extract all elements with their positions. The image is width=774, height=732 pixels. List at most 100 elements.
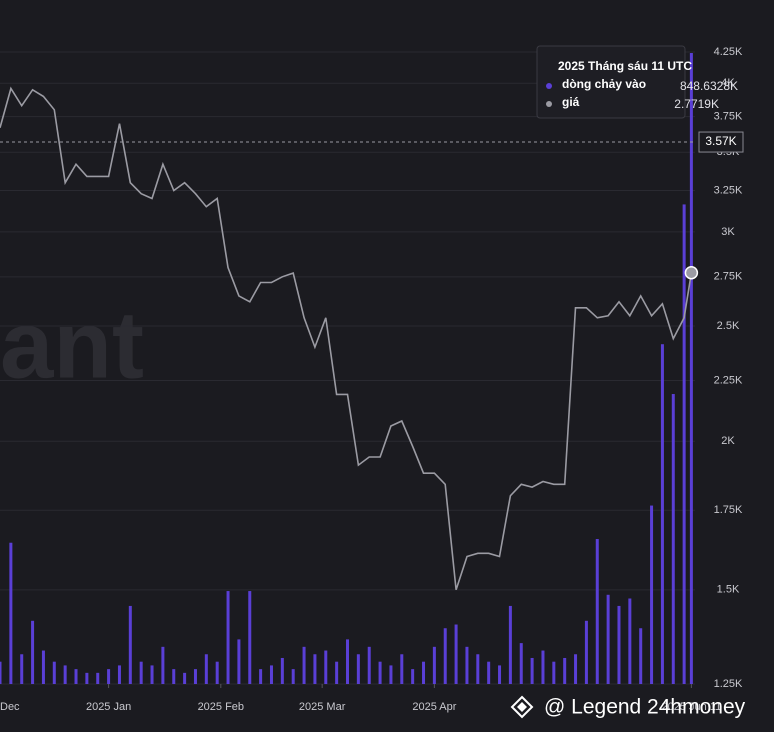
bar: [302, 646, 306, 684]
bar: [650, 505, 654, 684]
bar: [259, 669, 263, 684]
bar: [41, 650, 45, 684]
bar: [432, 646, 436, 684]
bar: [563, 657, 567, 684]
y-tick-label: 4K: [721, 77, 735, 89]
bar: [20, 654, 24, 684]
bar: [346, 639, 349, 684]
y-tick-label: 3K: [721, 226, 735, 238]
bar: [85, 672, 89, 684]
bar: [400, 654, 404, 684]
bar: [248, 591, 252, 684]
bar: [671, 394, 675, 684]
x-tick-label: 2025 Jun 11: [662, 701, 722, 713]
bar: [411, 669, 415, 684]
bar: [356, 654, 360, 684]
bar: [237, 639, 241, 684]
bar: [498, 665, 502, 684]
tooltip-name: giá: [562, 95, 580, 109]
bar: [31, 620, 35, 684]
bar: [280, 657, 284, 684]
bar: [291, 669, 295, 684]
bar: [150, 665, 154, 684]
y-tick-label: 1.25K: [714, 678, 743, 690]
bar: [389, 665, 393, 684]
bar: [204, 654, 208, 684]
tooltip-value: 2.7719K: [674, 97, 719, 111]
bar: [128, 605, 132, 684]
bar: [313, 654, 317, 684]
bar: [183, 672, 187, 684]
bar: [215, 661, 219, 684]
bar: [9, 542, 13, 684]
tooltip-title: 2025 Tháng sáu 11 UTC: [558, 59, 692, 73]
bar: [639, 628, 643, 684]
overlay: 2025 Tháng sáu 11 UTC dòng chảy vào 848.…: [510, 45, 746, 719]
watermark-text: @ Legend 24hmoney: [544, 696, 746, 719]
bar: [172, 669, 176, 684]
bar: [530, 657, 534, 684]
tooltip-dot: [546, 83, 552, 89]
bar: [96, 672, 100, 684]
y-tick-label: 2.25K: [714, 374, 743, 386]
bar: [74, 669, 78, 684]
bar: [269, 665, 273, 684]
tooltip-value: 848.6328K: [680, 79, 738, 93]
x-tick-label: Dec: [0, 701, 20, 713]
bar: [689, 53, 693, 685]
bar: [139, 661, 143, 684]
x-tick-label: 2025 Mar: [299, 701, 346, 713]
tooltip-box: [536, 45, 686, 119]
y-tick-label: 3.25K: [714, 184, 743, 196]
bar: [324, 650, 328, 684]
bar: [519, 643, 523, 684]
bar: [584, 620, 588, 684]
watermark-logo: ant: [0, 291, 144, 398]
x-tick-label: 2025 Feb: [198, 701, 244, 713]
y-tick-label: 3.75K: [714, 111, 743, 123]
bar: [628, 598, 632, 684]
tooltip-dot: [546, 101, 552, 107]
x-tick-label: 2025 Jan: [86, 701, 131, 713]
bar: [226, 591, 230, 684]
bar: [508, 605, 512, 684]
bar: [574, 654, 578, 684]
y-tick-label: 2.75K: [714, 271, 743, 283]
bar: [606, 594, 610, 684]
x-tick-label: 2025 Apr: [412, 701, 456, 713]
bar: [117, 665, 121, 684]
bar: [0, 661, 2, 684]
bar: [367, 646, 371, 684]
bar: [107, 669, 111, 684]
bar: [476, 654, 480, 684]
bar: [552, 661, 556, 684]
bar: [335, 661, 339, 684]
watermark-icon: [510, 695, 534, 719]
bar: [617, 605, 621, 684]
bar: [161, 646, 165, 684]
bar: [454, 624, 458, 684]
crosshair-label: 3.57K: [705, 134, 736, 148]
bar: [422, 661, 426, 684]
y-tick-label: 4.25K: [714, 46, 743, 58]
bar: [443, 628, 447, 684]
bar: [378, 661, 382, 684]
bar: [660, 344, 664, 684]
bar: [193, 669, 197, 684]
bar: [465, 646, 469, 684]
bar: [541, 650, 545, 684]
y-tick-label: 2K: [721, 435, 735, 447]
bar: [487, 661, 491, 684]
y-tick-label: 1.75K: [714, 504, 743, 516]
y-tick-label: 2.5K: [717, 320, 740, 332]
price-line: [0, 86, 693, 591]
tooltip-name: dòng chảy vào: [562, 77, 646, 91]
bar: [63, 665, 67, 684]
hover-point: [684, 265, 699, 280]
bar: [595, 539, 599, 684]
crosshair-label-box: [698, 131, 744, 153]
bar: [52, 661, 56, 684]
y-tick-label: 1.5K: [717, 584, 740, 596]
